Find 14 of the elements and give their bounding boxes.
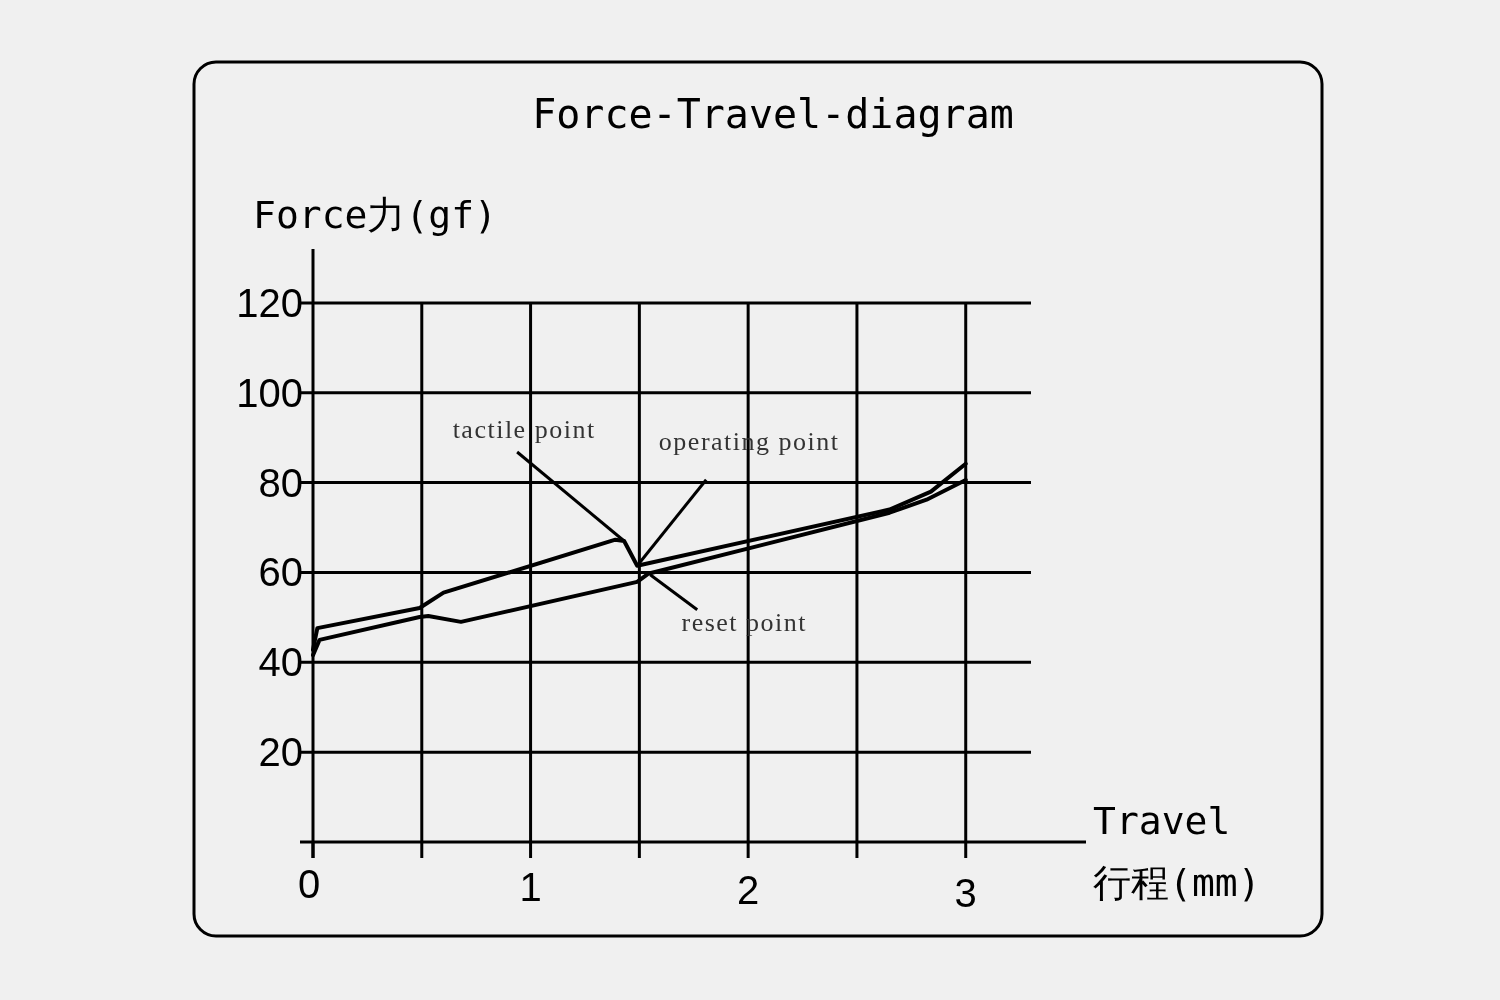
x-tick-label: 0 [297,862,321,906]
x-axis-title: Travel 行程(mm) [1093,799,1261,905]
y-tick-label: 120 [236,280,303,325]
y-tick-label: 20 [258,730,303,775]
y-tick-label: 80 [258,460,303,505]
y-tick-label: 100 [236,370,303,415]
x-tick-label: 1 [519,865,542,909]
y-tick-label: 60 [258,550,303,595]
y-tick-label: 40 [258,640,303,685]
chart-title: Force-Travel-diagram [532,91,1014,137]
annotation: tactile point [452,415,596,445]
y-axis-title: Force力(gf) [253,193,497,237]
x-tick-label: 2 [737,868,760,912]
x-tick-label: 3 [954,871,977,915]
